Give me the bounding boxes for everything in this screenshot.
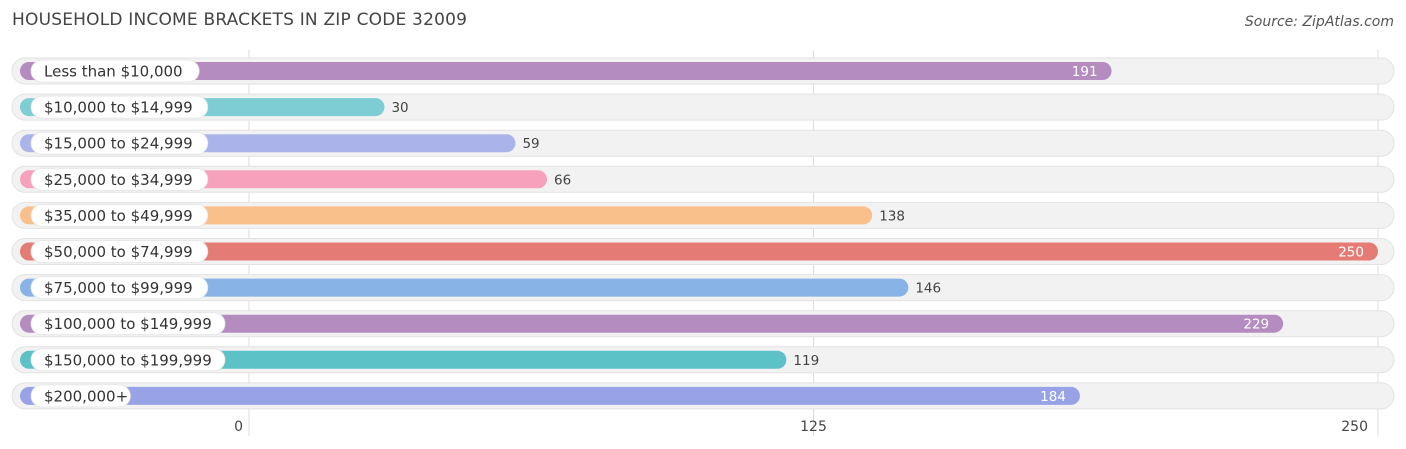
- category-label: $15,000 to $24,999: [44, 135, 193, 153]
- bar-value-label: 138: [879, 208, 905, 224]
- category-label-pill: [30, 312, 226, 336]
- x-tick-label: 125: [800, 419, 827, 435]
- x-tick-label: 0: [234, 419, 243, 435]
- x-tick-label: 250: [1341, 419, 1368, 435]
- bar-value-label: 184: [1040, 389, 1066, 405]
- category-label: $150,000 to $199,999: [44, 351, 212, 369]
- bar-value-label: 59: [522, 136, 539, 152]
- category-label: $200,000+: [44, 387, 128, 405]
- category-label-pill: [30, 348, 226, 372]
- category-label: $75,000 to $99,999: [44, 279, 193, 297]
- bar: [20, 278, 909, 297]
- bar: [20, 386, 1080, 405]
- bar: [20, 314, 1284, 333]
- bar: [20, 242, 1378, 261]
- category-label: $100,000 to $149,999: [44, 315, 212, 333]
- category-label-pill: [30, 95, 209, 119]
- category-label-pill: [30, 276, 209, 300]
- bar-value-label: 250: [1338, 245, 1364, 261]
- category-label-pill: [30, 240, 209, 263]
- bar-value-label: 191: [1072, 64, 1098, 80]
- bar-value-label: 119: [793, 353, 819, 369]
- chart-title: HOUSEHOLD INCOME BRACKETS IN ZIP CODE 32…: [12, 10, 468, 30]
- bar-value-label: 146: [915, 281, 941, 297]
- bar-value-label: 30: [391, 100, 408, 116]
- category-label-pill: [30, 384, 131, 408]
- bar-value-label: 229: [1243, 317, 1269, 333]
- category-label: $50,000 to $74,999: [44, 243, 193, 261]
- category-label: $10,000 to $14,999: [44, 99, 193, 117]
- chart-source: Source: ZipAtlas.com: [1244, 14, 1394, 30]
- category-label: $35,000 to $49,999: [44, 207, 193, 225]
- bar-value-label: 66: [554, 172, 571, 188]
- bar: [20, 62, 1112, 80]
- bar: [20, 206, 873, 225]
- category-label: $25,000 to $34,999: [44, 171, 193, 189]
- category-label-pill: [30, 167, 209, 191]
- category-label: Less than $10,000: [44, 63, 183, 81]
- category-label-pill: [30, 203, 209, 227]
- category-label-pill: [30, 59, 200, 83]
- category-label-pill: [30, 131, 209, 155]
